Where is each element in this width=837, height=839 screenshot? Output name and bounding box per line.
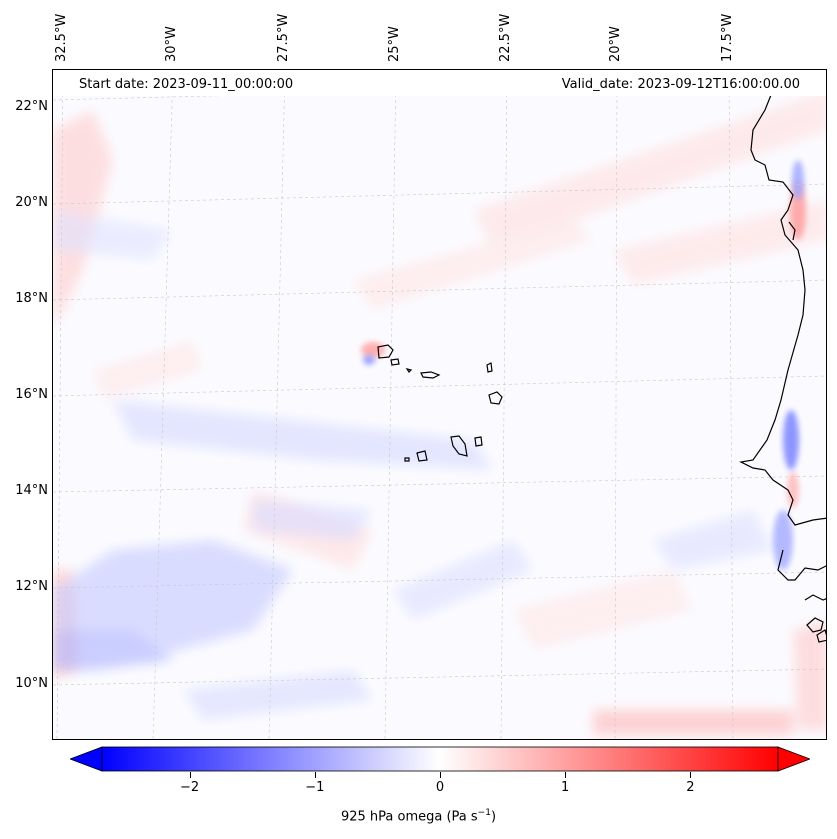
coastal-negative-omega — [363, 160, 804, 570]
map-panel[interactable] — [52, 69, 827, 740]
lat-label-12n: 12°N — [15, 579, 48, 594]
colorbar-label: 925 hPa omega (Pa s−1) — [340, 808, 497, 825]
omega-map — [53, 70, 826, 739]
colorbar — [68, 746, 812, 772]
lat-label-22n: 22°N — [15, 99, 48, 114]
lat-label-10n: 10°N — [15, 676, 48, 691]
lon-label-20w: 20°W — [608, 26, 623, 62]
colorbar-tick-label: 2 — [686, 780, 695, 795]
lon-label-22-5w: 22.5°W — [498, 13, 513, 62]
colorbar-tick-label: 1 — [561, 780, 570, 795]
lat-label-20n: 20°N — [15, 195, 48, 210]
lon-label-30w: 30°W — [164, 26, 179, 62]
graticule — [53, 70, 826, 739]
colorbar-tick-label: 0 — [435, 780, 445, 795]
lon-label-17-5w: 17.5°W — [720, 13, 735, 62]
negative-omega-bands — [53, 210, 773, 720]
lat-label-18n: 18°N — [15, 291, 48, 306]
lon-label-32-5w: 32.5°W — [54, 13, 69, 62]
colorbar-gradient — [101, 746, 779, 772]
coastal-positive-omega — [361, 180, 806, 508]
lat-label-14n: 14°N — [15, 483, 48, 498]
valid-date: Valid_date: 2023-09-12T16:00:00.00 — [561, 77, 800, 92]
lon-label-27-5w: 27.5°W — [276, 13, 291, 62]
cape-verde-islands — [377, 344, 503, 462]
start-date: Start date: 2023-09-11_00:00:00 — [79, 77, 294, 92]
header-band — [53, 70, 826, 96]
colorbar-tick — [690, 772, 692, 778]
colorbar-tick-label: −2 — [180, 780, 200, 795]
colorbar-svg — [68, 746, 812, 772]
lat-label-16n: 16°N — [15, 387, 48, 402]
colorbar-tick — [314, 772, 316, 778]
colorbar-extend-low — [68, 746, 103, 772]
colorbar-tick-label: −1 — [305, 780, 325, 795]
colorbar-extend-high — [777, 746, 812, 772]
positive-omega-bands — [53, 90, 826, 735]
colorbar-tick — [189, 772, 191, 778]
colorbar-tick — [565, 772, 567, 778]
colorbar-tick — [440, 772, 441, 778]
lon-label-25w: 25°W — [387, 26, 402, 62]
african-coastline — [739, 70, 826, 643]
